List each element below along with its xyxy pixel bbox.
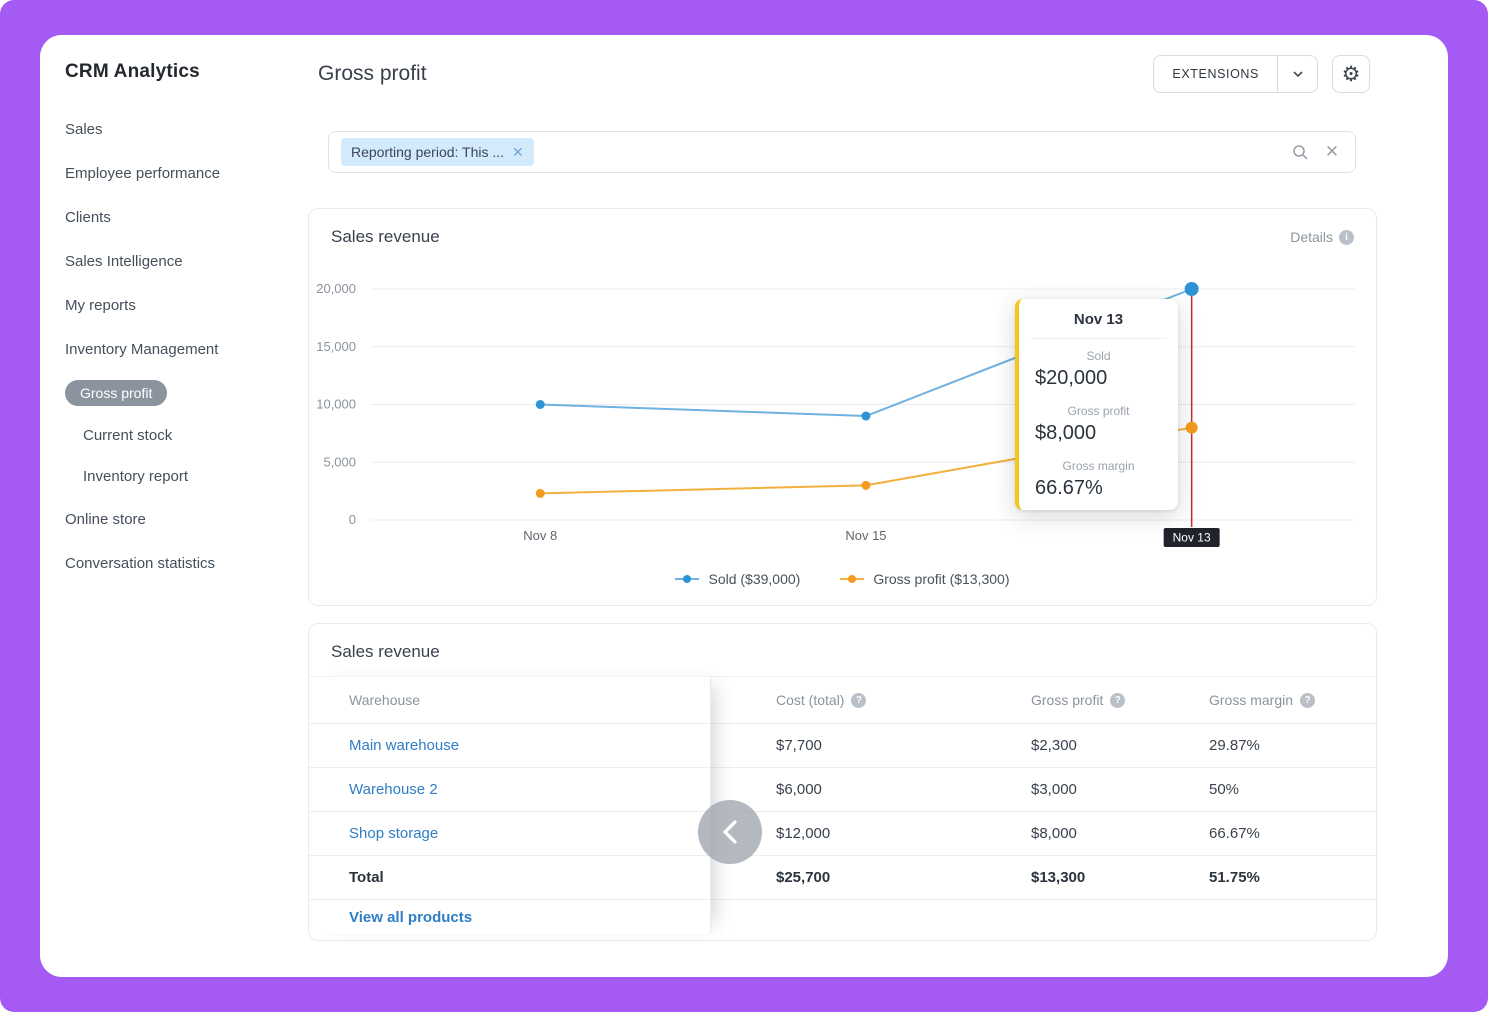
- help-icon[interactable]: ?: [1300, 692, 1316, 708]
- reporting-period-chip[interactable]: Reporting period: This ... ✕: [341, 138, 534, 166]
- sidebar-item-current-stock[interactable]: Current stock: [83, 427, 173, 444]
- view-all-row: View all products: [309, 900, 1376, 934]
- chart-point[interactable]: [1184, 282, 1199, 296]
- total-cost-cell: $25,700: [776, 869, 831, 886]
- search-icon[interactable]: [1289, 141, 1311, 163]
- sidebar-item-conversation-statistics[interactable]: Conversation statistics: [65, 554, 216, 572]
- sidebar-item-online-store[interactable]: Online store: [65, 510, 146, 528]
- chevron-left-icon: [723, 820, 737, 844]
- col-gross-profit: Gross profit?: [1031, 692, 1209, 708]
- sidebar-nav: Sales Employee performance Clients Sales…: [65, 107, 308, 585]
- chart-card-title: Sales revenue: [331, 227, 440, 246]
- tooltip-row: Gross margin 66.67%: [1035, 459, 1135, 499]
- col-gross-margin: Gross margin?: [1209, 692, 1376, 708]
- sidebar-item-gross-profit-active[interactable]: Gross profit: [65, 371, 308, 415]
- cost-cell: $12,000: [776, 825, 831, 842]
- y-tick-label: 5,000: [323, 454, 356, 469]
- x-tick-label: Nov 15: [845, 528, 886, 543]
- gross-margin-cell: 50%: [1209, 781, 1240, 798]
- sidebar-item-inventory-report[interactable]: Inventory report: [83, 468, 189, 485]
- chart-card-header: Sales revenue Details i: [309, 227, 1376, 247]
- extensions-split-button: EXTENSIONS: [1153, 55, 1318, 93]
- sidebar-item-sales-intelligence[interactable]: Sales Intelligence: [65, 252, 183, 270]
- warehouse-link[interactable]: Warehouse 2: [349, 781, 438, 798]
- legend-gross-profit-icon: [840, 575, 865, 583]
- legend-item[interactable]: Sold ($39,000): [675, 571, 800, 587]
- main-content: Gross profit EXTENSIONS ⚙ Reporting peri…: [308, 35, 1377, 941]
- chart-tooltip: Nov 13 Sold $20,000 Gross profit $8,000 …: [1015, 299, 1178, 510]
- chevron-down-icon: [1292, 71, 1303, 77]
- topbar-actions: EXTENSIONS ⚙: [1153, 55, 1370, 93]
- chip-label: Reporting period: This ...: [351, 144, 505, 160]
- app-title: CRM Analytics: [65, 61, 200, 82]
- sidebar-item-clients[interactable]: Clients: [65, 208, 111, 226]
- help-icon[interactable]: ?: [851, 692, 867, 708]
- tooltip-title: Nov 13: [1031, 299, 1166, 339]
- gross-profit-cell: $2,300: [1031, 737, 1077, 754]
- chart-point[interactable]: [535, 488, 545, 498]
- table-row: Main warehouse $7,700 $2,300 29.87%: [309, 724, 1376, 768]
- help-icon[interactable]: ?: [1110, 692, 1126, 708]
- warehouse-table: Warehouse Cost (total)? Gross profit? Gr…: [309, 676, 1376, 934]
- cost-cell: $6,000: [776, 781, 822, 798]
- page-title: Gross profit: [318, 62, 427, 85]
- chart-point[interactable]: [861, 480, 871, 490]
- table-card-title: Sales revenue: [331, 642, 440, 661]
- y-tick-label: 15,000: [316, 339, 356, 354]
- legend-sold-icon: [675, 575, 700, 583]
- settings-button[interactable]: ⚙: [1332, 55, 1370, 93]
- info-icon: i: [1339, 229, 1354, 245]
- chart-point[interactable]: [861, 411, 871, 421]
- extensions-dropdown-button[interactable]: [1277, 56, 1317, 92]
- scroll-left-button[interactable]: [698, 800, 762, 864]
- extensions-button[interactable]: EXTENSIONS: [1172, 67, 1259, 81]
- col-warehouse: Warehouse: [349, 692, 421, 708]
- y-tick-label: 20,000: [316, 281, 356, 296]
- total-gross-profit-cell: $13,300: [1031, 869, 1086, 886]
- x-tick-label: Nov 8: [523, 528, 557, 543]
- gross-profit-cell: $3,000: [1031, 781, 1077, 798]
- chart-point[interactable]: [535, 400, 545, 409]
- gross-profit-cell: $8,000: [1031, 825, 1077, 842]
- chart-point[interactable]: [1185, 421, 1198, 434]
- view-all-products-link[interactable]: View all products: [349, 908, 473, 926]
- table-total-row: Total $25,700 $13,300 51.75%: [309, 856, 1376, 900]
- gross-margin-cell: 29.87%: [1209, 737, 1260, 754]
- highlight-axis-tag: [1163, 528, 1220, 547]
- chip-close-icon[interactable]: ✕: [512, 144, 524, 160]
- sidebar-item-employee-performance[interactable]: Employee performance: [65, 164, 221, 182]
- sidebar-item-sales[interactable]: Sales: [65, 120, 103, 138]
- sales-revenue-chart-card: Sales revenue Details i 0 5,000 10,000 15,0…: [308, 208, 1377, 606]
- table-row: Shop storage $12,000 $8,000 66.67%: [309, 812, 1376, 856]
- warehouse-link[interactable]: Main warehouse: [349, 737, 460, 754]
- col-cost-total: Cost (total)?: [711, 692, 1031, 708]
- gear-icon: ⚙: [1341, 62, 1361, 86]
- highlight-axis-tag-label: Nov 13: [1173, 531, 1211, 545]
- gross-margin-cell: 66.67%: [1209, 825, 1260, 842]
- topbar: Gross profit EXTENSIONS ⚙: [308, 55, 1377, 93]
- app-window: CRM Analytics Sales Employee performance…: [40, 35, 1448, 977]
- sidebar-item-my-reports[interactable]: My reports: [65, 296, 136, 314]
- details-link[interactable]: Details i: [1290, 229, 1354, 245]
- sales-revenue-chart[interactable]: 0 5,000 10,000 15,000 20,000 Nov 8 Nov 15 Nov 1…: [309, 265, 1376, 565]
- warehouse-link[interactable]: Shop storage: [349, 825, 439, 842]
- tooltip-row: Sold $20,000: [1035, 349, 1111, 389]
- sidebar-item-inventory-management[interactable]: Inventory Management: [65, 340, 219, 358]
- sidebar: CRM Analytics Sales Employee performance…: [40, 35, 308, 977]
- table-header-row: Warehouse Cost (total)? Gross profit? Gr…: [309, 676, 1376, 724]
- tooltip-row: Gross profit $8,000: [1035, 404, 1130, 444]
- chart-legend: Sold ($39,000) Gross profit ($13,300): [309, 571, 1376, 587]
- y-tick-label: 0: [349, 512, 356, 527]
- table-row: Warehouse 2 $6,000 $3,000 50%: [309, 768, 1376, 812]
- legend-item[interactable]: Gross profit ($13,300): [840, 571, 1010, 587]
- sales-revenue-table-card: Sales revenue Warehouse Cost (total)? Gr…: [308, 623, 1377, 941]
- clear-filter-icon[interactable]: ✕: [1324, 142, 1340, 161]
- y-tick-label: 10,000: [316, 397, 356, 412]
- cost-cell: $7,700: [776, 737, 822, 754]
- total-gross-margin-cell: 51.75%: [1209, 869, 1260, 886]
- total-label: Total: [349, 869, 384, 886]
- filter-bar[interactable]: Reporting period: This ... ✕ ✕: [328, 131, 1356, 173]
- active-item-pill: Gross profit: [65, 380, 168, 406]
